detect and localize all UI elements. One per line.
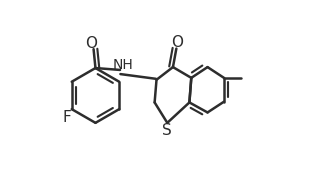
Text: O: O [171, 35, 183, 50]
Text: S: S [162, 123, 172, 138]
Text: F: F [63, 110, 71, 125]
Text: NH: NH [113, 58, 134, 72]
Text: O: O [85, 36, 97, 51]
